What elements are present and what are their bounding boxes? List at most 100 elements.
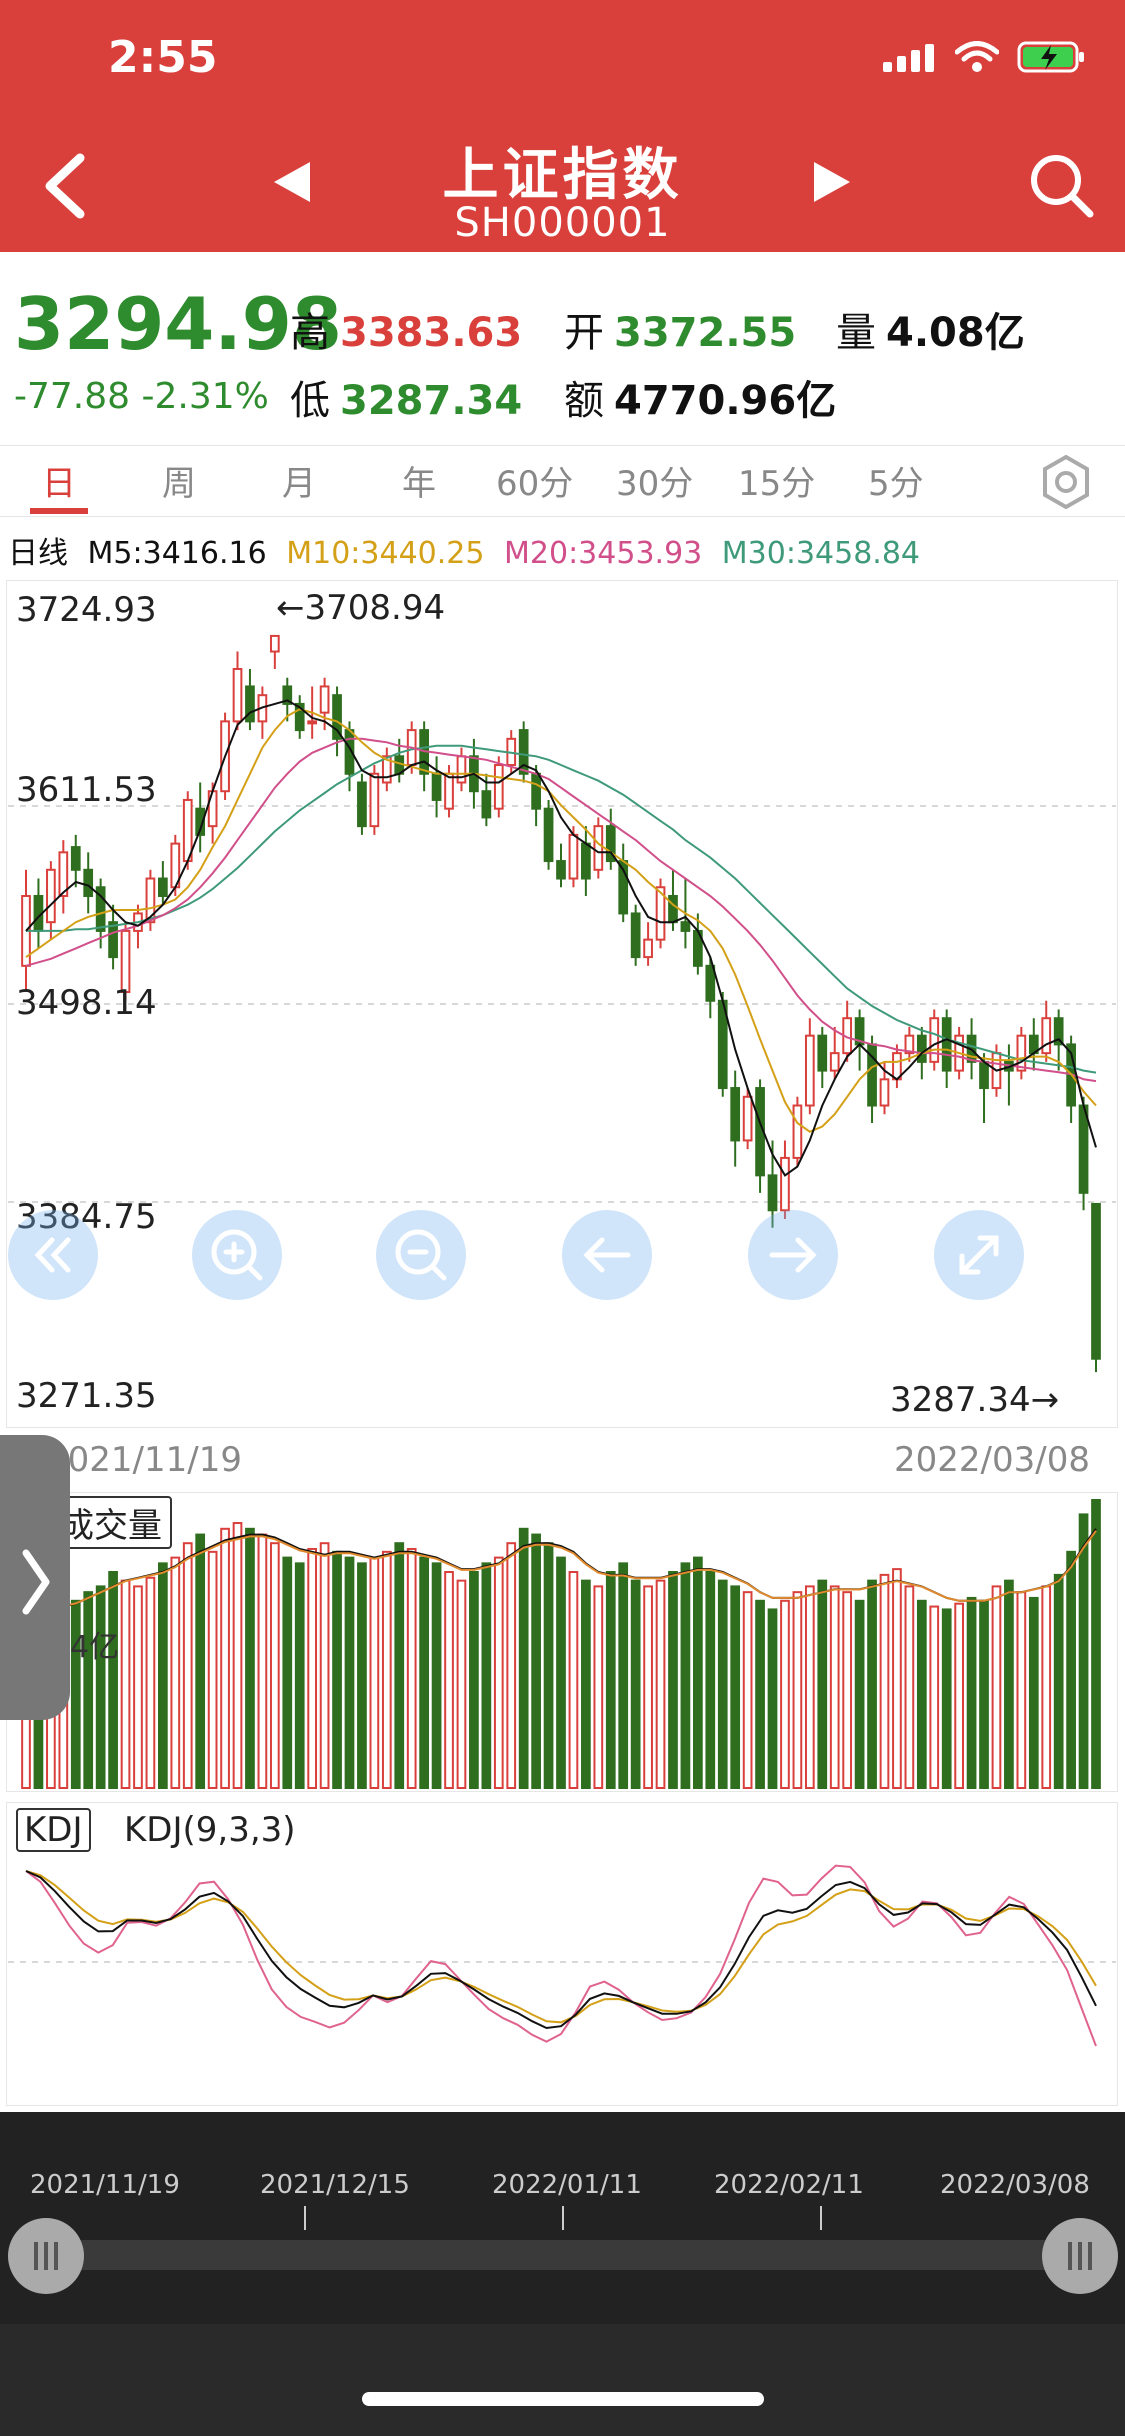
tab-year[interactable]: 年 [402,464,436,504]
scrubber-tick [562,2206,564,2230]
tab-15min[interactable]: 15分 [738,464,816,504]
candle [904,1034,915,1055]
trade-volume: 量 4.08亿 [836,310,1025,356]
candle [1041,1017,1052,1055]
kdj-d-line [25,1870,1097,2024]
candle [444,772,454,810]
zoom-in-button[interactable] [192,1210,282,1300]
ma10-value: M10:3440.25 [286,536,485,571]
volume-bar [108,1571,118,1789]
volume-bar [518,1527,529,1790]
fullscreen-button[interactable] [934,1210,1024,1300]
volume-bar [1078,1513,1089,1790]
scrubber-tick [304,2206,306,2230]
low-price: 低 3287.34 [290,378,523,424]
candle [730,1087,741,1142]
volume-bar [842,1591,853,1789]
scrubber-date-3: 2022/01/11 [492,2170,642,2200]
chevron-right-icon [22,1549,50,1615]
y-tick-1: 3724.93 [16,590,157,630]
scrubber-left-handle[interactable] [8,2218,84,2294]
price-change: -77.88 -2.31% [14,376,269,417]
scroll-start-button[interactable] [8,1210,98,1300]
volume-chart[interactable] [0,1492,1125,1792]
quote-summary: 3294.98 -77.88 -2.31% 高 3383.63 低 3287.34 … [0,252,1125,442]
ma-legend: 日线 M5:3416.16 M10:3440.25 M20:3453.93 M3… [8,528,930,572]
candle [556,860,566,880]
candle [531,772,541,810]
volume-bar [680,1562,691,1789]
app-header: 2:55 上证指数 [0,0,1125,252]
ma5-line [25,699,1097,1177]
volume-bar [120,1579,131,1789]
candle [58,851,69,897]
candle [680,921,691,932]
kline-type-label: 日线 [8,536,68,571]
volume-bar [95,1585,106,1790]
candle [630,912,641,959]
volume-unit: 4亿 [70,1630,120,1665]
tab-month[interactable]: 月 [282,464,316,504]
candle [307,720,318,725]
candle [705,964,716,1002]
candle [941,1017,952,1072]
volume-bar [655,1579,666,1789]
tab-60min[interactable]: 60分 [496,464,574,504]
candle [593,825,604,871]
scroll-right-button[interactable] [748,1210,838,1300]
back-arrow-icon[interactable] [36,150,96,222]
volume-bar [581,1579,591,1789]
candle [456,755,467,784]
side-drawer-handle[interactable] [0,1435,70,1720]
volume-bar [730,1585,741,1790]
volume-ma10-line [25,1530,1097,1616]
expand-icon [959,1235,999,1275]
scrubber-date-1: 2021/11/19 [30,2170,180,2200]
volume-bar [543,1542,554,1790]
ma20-line [25,737,1097,1083]
stock-code: SH000001 [454,200,671,246]
volume-bar [344,1556,355,1789]
candle [1053,1017,1064,1046]
candle [780,1156,790,1212]
kline-chart[interactable] [0,580,1125,1428]
tab-day[interactable]: 日 [42,464,76,504]
settings-gear-icon[interactable] [1038,454,1094,510]
search-icon[interactable] [1028,152,1094,218]
tab-30min[interactable]: 30分 [616,464,694,504]
y-tick-4: 3384.75 [16,1197,157,1237]
next-stock-icon[interactable] [812,160,852,204]
volume-bar [556,1556,566,1789]
battery-icon [1017,41,1084,73]
scroll-left-button[interactable] [562,1210,652,1300]
kdj-chart[interactable] [0,1802,1125,2106]
previous-stock-icon[interactable] [272,160,312,204]
candle [767,1174,778,1212]
volume-bar [792,1591,803,1789]
volume-bar [1016,1591,1027,1789]
scrubber-date-4: 2022/02/11 [714,2170,864,2200]
volume-bar [630,1579,641,1789]
candle [668,894,678,924]
tab-week[interactable]: 周 [162,464,196,504]
volume-bar [232,1522,243,1789]
volume-bar [456,1579,467,1789]
trade-amount: 额 4770.96亿 [564,378,837,424]
volume-bar [804,1585,815,1790]
zoom-out-button[interactable] [376,1210,466,1300]
max-price-annotation: ←3708.94 [276,588,446,628]
home-indicator[interactable] [362,2392,764,2406]
volume-bar [332,1550,342,1790]
min-price-annotation: 3287.34→ [890,1380,1060,1420]
candle [381,755,392,784]
kline-chart-frame [6,580,1118,1428]
scrubber-track[interactable] [40,2240,1080,2270]
volume-label: 成交量 [50,1496,172,1549]
candle [70,846,81,871]
scrubber-right-handle[interactable] [1042,2218,1118,2294]
volume-bar [916,1599,927,1789]
volume-bar [693,1556,703,1789]
tab-5min[interactable]: 5分 [868,464,924,504]
volume-bar [829,1585,840,1790]
